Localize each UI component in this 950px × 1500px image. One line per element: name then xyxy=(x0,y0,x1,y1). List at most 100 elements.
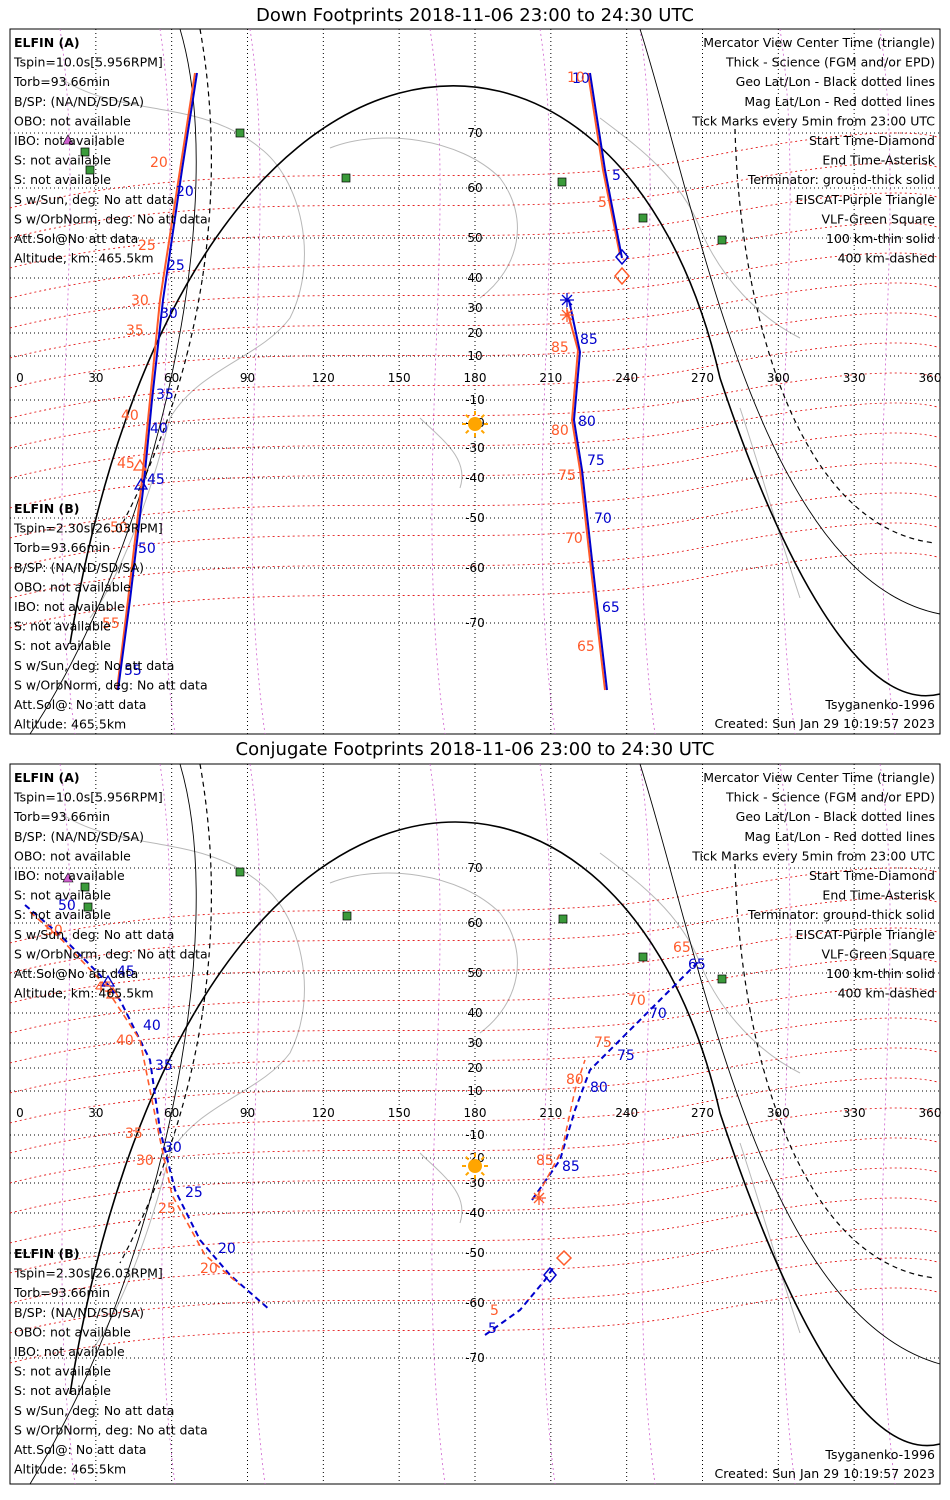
elfin-b-info-line: ELFIN (B) xyxy=(14,501,79,516)
elfin-b-tick-label: 80 xyxy=(566,1072,584,1088)
longitude-tick-label: 60 xyxy=(164,371,179,385)
legend-line: Geo Lat/Lon - Black dotted lines xyxy=(736,74,935,89)
mag-latitude-curve xyxy=(9,462,941,539)
elfin-b-tick-label: 5 xyxy=(598,195,607,211)
start-time-diamond xyxy=(614,266,630,286)
longitude-tick-label: 330 xyxy=(843,1106,866,1120)
coastline-outline xyxy=(599,852,801,1074)
elfin-b-tick-label: 50 xyxy=(45,923,63,939)
elfin-b-tick-label: 40 xyxy=(121,408,139,424)
elfin-a-tick-label: 75 xyxy=(587,453,605,469)
elfin-a-info-line: S w/Sun, deg: No att data xyxy=(14,927,174,942)
elfin-b-info-line: S w/Sun, deg: No att data xyxy=(14,1403,174,1418)
mag-latitude-curve xyxy=(9,162,941,239)
mag-latitude-curve xyxy=(9,987,941,1064)
latitude-tick-label: -70 xyxy=(465,1351,485,1365)
footprint-track xyxy=(484,1264,556,1336)
elfin-b-info-line: Tspin=2.30s[26.03RPM] xyxy=(13,521,163,536)
elfin-b-tick-label: 30 xyxy=(131,293,149,309)
elfin-b-info-line: ELFIN (B) xyxy=(14,1246,79,1261)
mag-latitude-curve xyxy=(9,402,941,479)
eiscat-triangle xyxy=(62,872,74,883)
elfin-a-info-line: S w/OrbNorm, deg: No att data xyxy=(14,946,208,961)
elfin-b-info-line: B/SP: (NA/ND/SD/SA) xyxy=(14,1305,144,1320)
elfin-a-info-line: ELFIN (A) xyxy=(14,35,80,50)
coastline-outline xyxy=(59,812,305,1354)
mag-longitude-curve xyxy=(539,28,556,735)
terminator-ground-line xyxy=(69,85,941,697)
elfin-b-info-line: IBO: not available xyxy=(14,599,125,614)
longitude-tick-label: 60 xyxy=(164,1106,179,1120)
elfin-a-tick-label: 65 xyxy=(602,600,620,616)
legend-line: EISCAT-Purple Triangle xyxy=(796,927,936,942)
elfin-a-info-line: S w/OrbNorm, deg: No att data xyxy=(14,211,208,226)
latitude-tick-label: 10 xyxy=(467,349,482,363)
longitude-tick-label: 240 xyxy=(615,1106,638,1120)
center-time-triangle xyxy=(105,986,121,999)
latitude-tick-label: -40 xyxy=(465,1206,485,1220)
mag-latitude-curve xyxy=(9,1137,941,1214)
longitude-tick-label: 120 xyxy=(312,371,335,385)
mag-latitude-curve xyxy=(9,1257,941,1334)
latitude-tick-label: 70 xyxy=(467,861,482,875)
latitude-tick-label: -60 xyxy=(465,1296,485,1310)
mag-longitude-curve xyxy=(879,763,896,1485)
vlf-station-square xyxy=(558,914,568,924)
longitude-tick-label: 210 xyxy=(539,371,562,385)
legend-line: 400 km-dashed xyxy=(838,986,935,1001)
mag-longitude-curve xyxy=(639,28,656,735)
sun-ray xyxy=(465,1156,470,1161)
elfin-a-info-line: S: not available xyxy=(14,888,111,903)
elfin-a-tick-label: 55 xyxy=(124,663,142,679)
vlf-station-square xyxy=(80,147,90,157)
longitude-tick-label: 120 xyxy=(312,1106,335,1120)
elfin-b-info-line: S w/OrbNorm, deg: No att data xyxy=(14,677,208,692)
elfin-a-info-line: Torb=93.66min xyxy=(13,74,110,89)
elfin-a-tick-label: 50 xyxy=(138,541,156,557)
elfin-a-tick-label: 50 xyxy=(58,898,76,914)
footprint-track xyxy=(587,72,621,256)
elfin-a-info-line: IBO: not available xyxy=(14,133,125,148)
elfin-b-tick-label: 45 xyxy=(95,980,113,996)
vlf-station-square xyxy=(341,173,351,183)
elfin-b-tick-label: 75 xyxy=(558,468,576,484)
coastline-outline xyxy=(739,407,801,599)
legend-line: Start Time-Diamond xyxy=(809,868,935,883)
elfin-a-info-line: Att.Sol@No att data xyxy=(14,966,138,981)
mag-latitude-curve xyxy=(9,252,941,329)
footprint-track xyxy=(589,72,623,259)
coastline-outline xyxy=(419,417,463,489)
created-timestamp: Created: Sun Jan 29 10:19:57 2023 xyxy=(715,1466,935,1481)
latitude-tick-label: 20 xyxy=(467,1061,482,1075)
elfin-a-tick-label: 80 xyxy=(590,1080,608,1096)
legend-line: End Time-Asterisk xyxy=(822,153,935,168)
legend-line: 100 km-thin solid xyxy=(826,231,935,246)
footprint-track xyxy=(117,72,198,691)
elfin-a-info-line: Altitude, km: 465.5km xyxy=(14,986,154,1001)
footprint-track xyxy=(116,72,196,691)
elfin-a-tick-label: 5 xyxy=(612,168,621,184)
elfin-b-info-line: Att.Sol@: No att data xyxy=(14,697,146,712)
elfin-a-tick-label: 45 xyxy=(147,472,165,488)
elfin-a-info-line: OBO: not available xyxy=(14,848,131,863)
elfin-a-info-line: Tspin=10.0s[5.956RPM] xyxy=(13,55,163,70)
elfin-b-tick-label: 25 xyxy=(138,238,156,254)
footprint-track xyxy=(537,1059,586,1196)
legend-line: VLF-Green Square xyxy=(821,211,935,226)
mag-latitude-curve xyxy=(9,312,941,389)
terminator-400km-line xyxy=(119,28,213,529)
mag-latitude-curve xyxy=(9,927,941,1004)
vlf-station-square xyxy=(80,882,90,892)
legend-line: Mercator View Center Time (triangle) xyxy=(703,770,935,785)
legend-line: Tick Marks every 5min from 23:00 UTC xyxy=(691,113,935,128)
longitude-tick-label: 270 xyxy=(691,1106,714,1120)
mag-latitude-curve xyxy=(9,1107,941,1184)
mag-latitude-curve xyxy=(9,522,941,599)
latitude-tick-label: 60 xyxy=(467,181,482,195)
longitude-tick-label: 0 xyxy=(16,371,24,385)
vlf-station-square xyxy=(83,902,93,912)
terminator-100km-line xyxy=(639,763,941,1365)
longitude-tick-label: 210 xyxy=(539,1106,562,1120)
down-footprints-title: Down Footprints 2018-11-06 23:00 to 24:3… xyxy=(256,5,694,26)
